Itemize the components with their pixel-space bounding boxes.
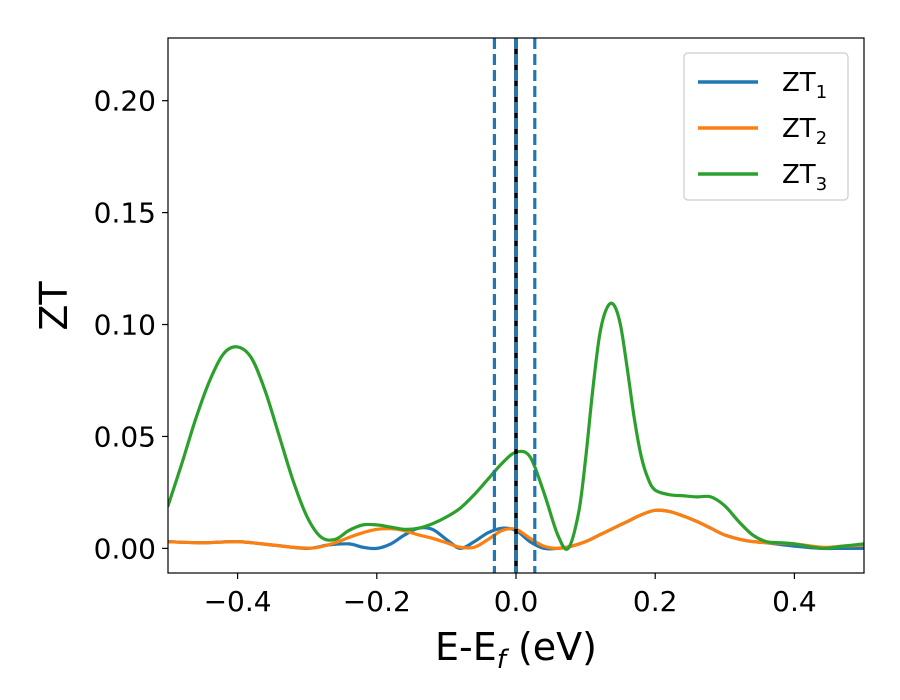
y-tick-label: 0.00 <box>94 532 156 565</box>
y-tick-label: 0.15 <box>94 197 156 230</box>
x-tick-label: −0.2 <box>343 585 411 618</box>
legend: ZT1 ZT2 ZT3 <box>683 52 849 201</box>
vline-layer <box>492 38 537 573</box>
series-layer <box>168 301 864 551</box>
legend-items: ZT1 ZT2 ZT3 <box>698 68 827 195</box>
x-axis-label: E-Ef (eV) <box>435 625 597 675</box>
x-tick-label: 0.2 <box>633 585 678 618</box>
x-tick-label: 0.4 <box>772 585 817 618</box>
y-axis-label: ZT <box>32 281 76 331</box>
y-tick-label: 0.20 <box>94 85 156 118</box>
legend-label-3: ZT3 <box>782 160 827 195</box>
y-tick-label: 0.05 <box>94 420 156 453</box>
y-tick-label: 0.10 <box>94 309 156 342</box>
x-tick-label: 0.0 <box>494 585 539 618</box>
legend-label-2: ZT2 <box>782 114 827 149</box>
series-line-2 <box>168 508 864 550</box>
legend-label-1: ZT1 <box>782 68 827 103</box>
series-line-3 <box>168 301 864 551</box>
x-axis-ticks: −0.4 −0.2 0.0 0.2 0.4 <box>204 573 817 618</box>
legend-box <box>683 52 849 201</box>
x-tick-label: −0.4 <box>204 585 272 618</box>
y-axis-ticks: 0.00 0.05 0.10 0.15 0.20 <box>94 85 168 565</box>
